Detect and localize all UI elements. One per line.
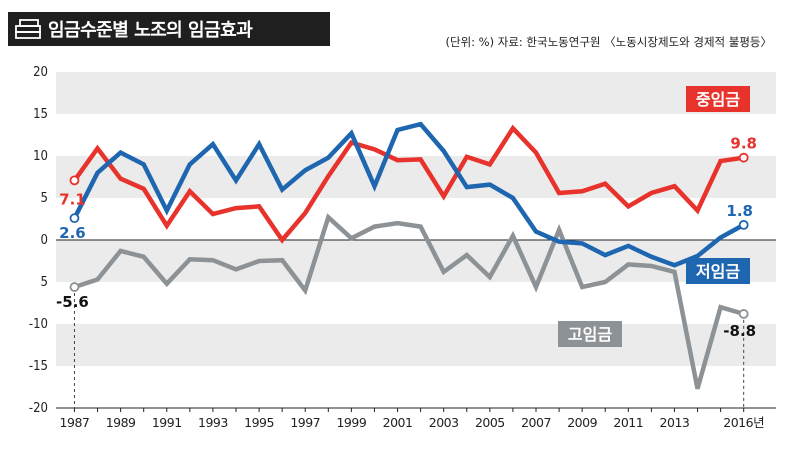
x-tick-label: 2016년 bbox=[723, 415, 764, 430]
data-label: 2.6 bbox=[59, 224, 86, 242]
title-bar: 임금수준별 노조의 임금효과 bbox=[8, 12, 330, 46]
x-tick-label: 1995 bbox=[244, 415, 274, 430]
y-tick-label: 20 bbox=[33, 65, 48, 80]
y-tick-label: 5 bbox=[41, 275, 48, 290]
legend-entry: 중임금 bbox=[696, 90, 740, 109]
series-line bbox=[73, 213, 745, 390]
x-tick-label: 1987 bbox=[60, 415, 90, 430]
source-note: (단위: %) 자료: 한국노동연구원 〈노동시장제도와 경제적 불평등〉 bbox=[445, 35, 773, 49]
x-tick-label: 2011 bbox=[613, 415, 643, 430]
x-tick-label: 1993 bbox=[198, 415, 228, 430]
data-label: -5.6 bbox=[56, 293, 89, 311]
page-title: 임금수준별 노조의 임금효과 bbox=[48, 20, 253, 41]
data-label: 9.8 bbox=[730, 135, 757, 153]
end-marker bbox=[738, 309, 749, 319]
data-label: 1.8 bbox=[726, 202, 753, 220]
end-marker bbox=[738, 219, 749, 230]
data-label: 7.1 bbox=[59, 190, 86, 208]
y-tick-label: -10 bbox=[29, 317, 48, 332]
x-tick-label: 1999 bbox=[336, 415, 366, 430]
money-stack-icon bbox=[8, 12, 48, 46]
grid-band bbox=[56, 324, 776, 366]
y-tick-label: -15 bbox=[29, 359, 48, 374]
x-tick-label: 1989 bbox=[106, 415, 136, 430]
x-tick-label: 2013 bbox=[660, 415, 690, 430]
grid-band bbox=[56, 156, 776, 198]
x-tick-label: 1991 bbox=[152, 415, 182, 430]
y-tick-label: 15 bbox=[33, 107, 48, 122]
x-tick-label: 2007 bbox=[521, 415, 551, 430]
series-tag bbox=[558, 321, 622, 347]
end-marker bbox=[69, 282, 80, 292]
y-tick-label: 5 bbox=[41, 191, 48, 206]
x-tick-label: 2005 bbox=[475, 415, 505, 430]
grid-band bbox=[56, 72, 776, 114]
series-line bbox=[72, 124, 745, 244]
legend-entry: 저임금 bbox=[696, 262, 740, 281]
y-tick-label: -20 bbox=[29, 401, 48, 416]
end-marker bbox=[69, 213, 80, 224]
legend-entry: 고임금 bbox=[568, 325, 612, 344]
series-tag bbox=[686, 86, 750, 112]
data-label: -8.8 bbox=[723, 322, 756, 340]
x-tick-label: 1997 bbox=[290, 415, 320, 430]
x-tick-label: 2003 bbox=[429, 415, 459, 430]
series-line bbox=[72, 121, 745, 268]
series-tag bbox=[686, 258, 750, 284]
end-marker bbox=[738, 152, 749, 163]
end-marker bbox=[69, 175, 80, 186]
x-tick-label: 2009 bbox=[567, 415, 597, 430]
y-tick-label: 10 bbox=[33, 149, 48, 164]
x-tick-label: 2001 bbox=[383, 415, 413, 430]
y-tick-label: 0 bbox=[41, 233, 48, 248]
